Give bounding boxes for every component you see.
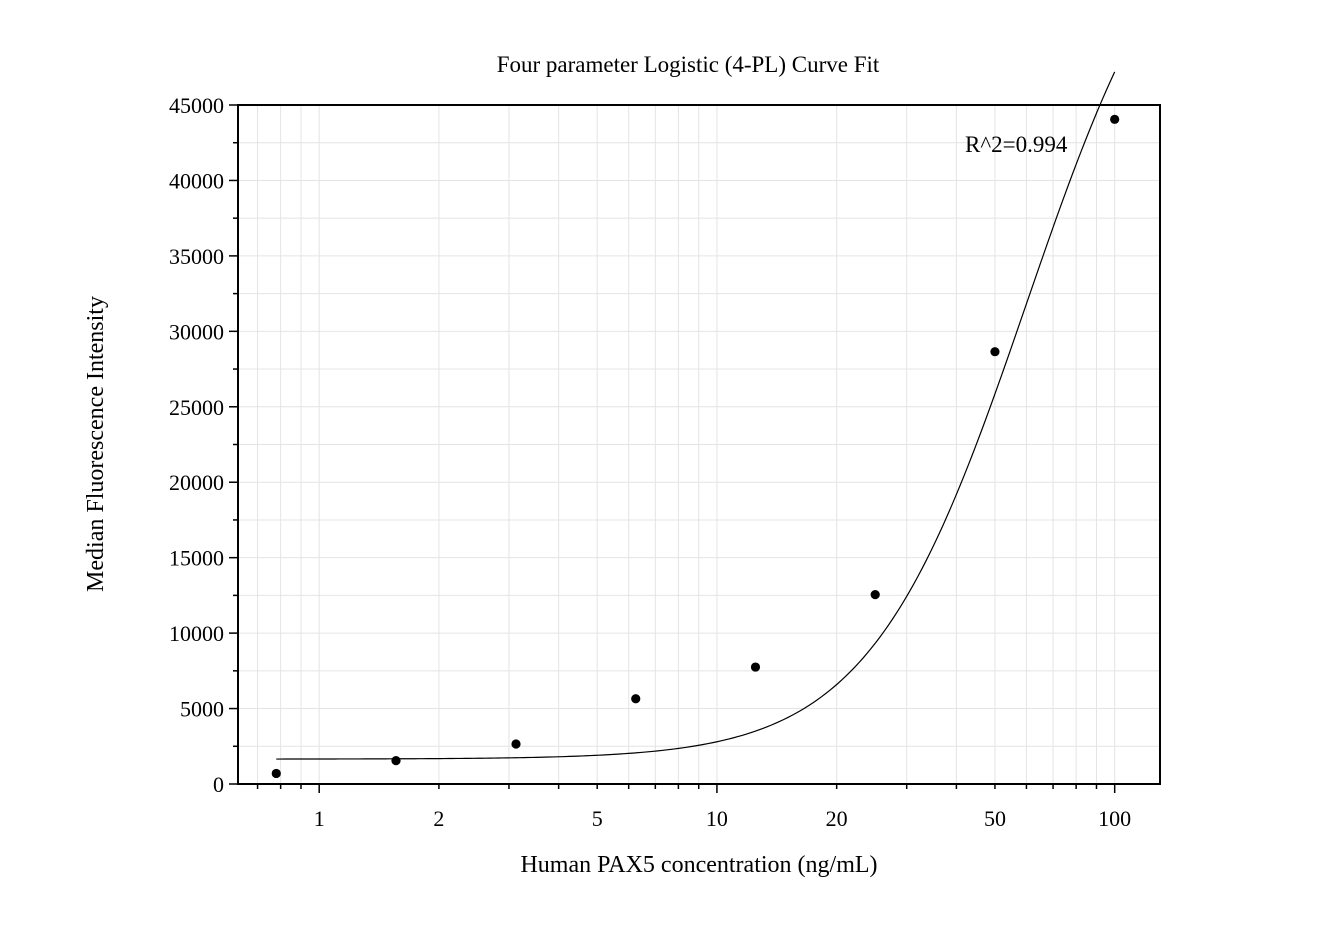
y-tick-label: 40000 [169,168,224,193]
y-tick-label: 15000 [169,546,224,571]
y-tick-label: 10000 [169,621,224,646]
data-point [1110,114,1120,124]
y-axis-label: Median Fluorescence Intensity [83,296,109,592]
y-tick-label: 5000 [180,697,224,722]
y-tick-label: 30000 [169,319,224,344]
x-tick-label: 100 [1098,806,1131,831]
data-point [750,662,761,672]
fit-curve [276,71,1116,760]
x-tick-label: 50 [984,806,1006,831]
grid [238,105,1160,784]
x-tick-label: 5 [592,806,603,831]
axes: 1 2 5 10 20 50 100 0 5000 10000 15000 20000 25000 300… [169,93,1131,831]
y-tick-label: 20000 [169,470,224,495]
x-axis-label: Human PAX5 concentration (ng/mL) [520,852,877,878]
chart-title: Four parameter Logistic (4-PL) Curve Fit [497,52,880,77]
data-points [271,114,1120,779]
x-tick-label: 2 [433,806,444,831]
data-point [990,347,1000,357]
y-tick-label: 0 [213,772,224,797]
r-squared-annotation: R^2=0.994 [965,132,1068,157]
y-tick-label: 25000 [169,395,224,420]
y-tick-label: 45000 [169,93,224,118]
x-tick-label: 1 [314,806,325,831]
x-tick-label: 20 [826,806,848,831]
x-tick-label: 10 [706,806,728,831]
data-point [631,694,641,704]
data-point [391,756,401,766]
data-point [870,590,880,600]
y-tick-label: 35000 [169,244,224,269]
data-point [511,739,521,749]
data-point [271,768,281,779]
